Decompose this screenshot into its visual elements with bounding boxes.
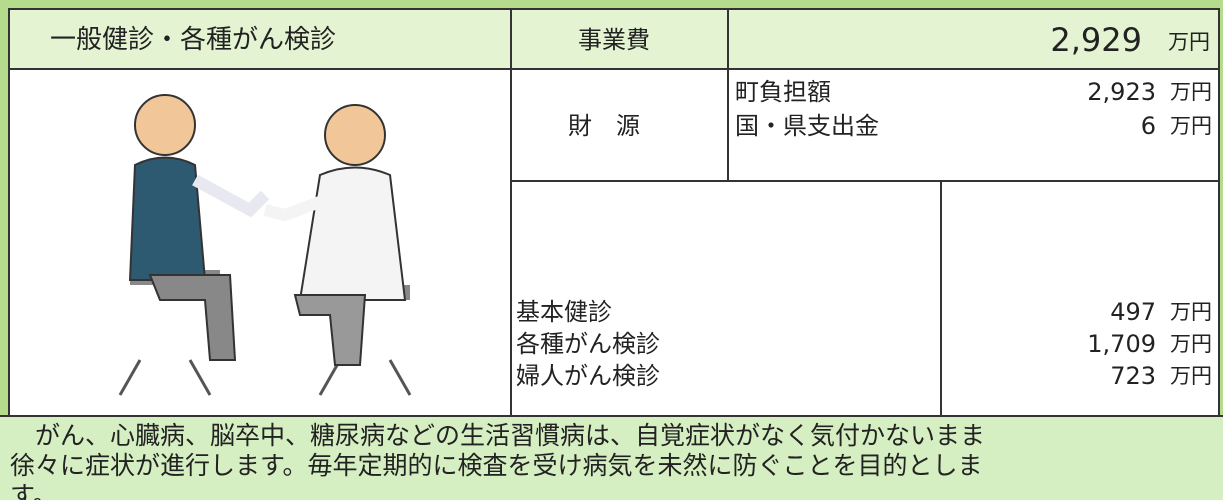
image-cell	[8, 68, 512, 417]
funding-name: 国・県支出金	[735, 112, 879, 140]
arm	[192, 174, 270, 218]
breakdown-name: 婦人がん検診	[516, 362, 660, 390]
description-line: す。	[10, 481, 58, 500]
title-cell: 一般健診・各種がん検診	[8, 8, 512, 70]
breakdown-unit: 万円	[1170, 300, 1212, 324]
funding-label-cell: 財 源	[510, 68, 729, 182]
legs	[293, 294, 367, 366]
breakdown-amounts-cell: 497 万円 1,709 万円 723 万円	[940, 180, 1220, 417]
funding-amount: 6	[1140, 112, 1156, 140]
breakdown-amount: 497	[1110, 298, 1156, 326]
legs	[148, 274, 237, 361]
breakdown-unit: 万円	[1170, 364, 1212, 388]
title: 一般健診・各種がん検診	[50, 25, 337, 55]
funding-name: 町負担額	[735, 78, 831, 106]
description-line: 徐々に症状が進行します。毎年定期的に検査を受け病気を未然に防ぐことを目的としま	[10, 451, 983, 480]
cost-label: 事業費	[578, 26, 650, 54]
body	[128, 156, 207, 281]
cost-label-cell: 事業費	[510, 8, 729, 70]
head	[134, 94, 196, 156]
funding-amount: 2,923	[1087, 78, 1156, 106]
arm	[263, 194, 328, 222]
breakdown-amount: 723	[1110, 362, 1156, 390]
funding-unit: 万円	[1170, 80, 1212, 104]
coat	[298, 166, 407, 301]
description: がん、心臓病、脳卒中、糖尿病などの生活習慣病は、自覚症状がなく気付かないまま 徐…	[0, 415, 1223, 500]
breakdown-amount: 1,709	[1087, 330, 1156, 358]
breakdown-unit: 万円	[1170, 332, 1212, 356]
funding-cell: 町負担額 2,923 万円 国・県支出金 6 万円	[727, 68, 1220, 182]
cost-amount: 2,929	[1050, 21, 1142, 59]
breakdown-name: 基本健診	[516, 298, 612, 326]
cost-unit: 万円	[1168, 30, 1210, 54]
funding-label: 財 源	[568, 112, 640, 140]
head	[324, 104, 386, 166]
cost-cell: 2,929 万円	[727, 8, 1220, 70]
illustration	[118, 94, 412, 396]
breakdown-name: 各種がん検診	[516, 330, 660, 358]
description-line: がん、心臓病、脳卒中、糖尿病などの生活習慣病は、自覚症状がなく気付かないまま	[10, 421, 986, 450]
breakdown-names-cell: 基本健診 各種がん検診 婦人がん検診	[510, 180, 942, 417]
funding-unit: 万円	[1170, 114, 1212, 138]
